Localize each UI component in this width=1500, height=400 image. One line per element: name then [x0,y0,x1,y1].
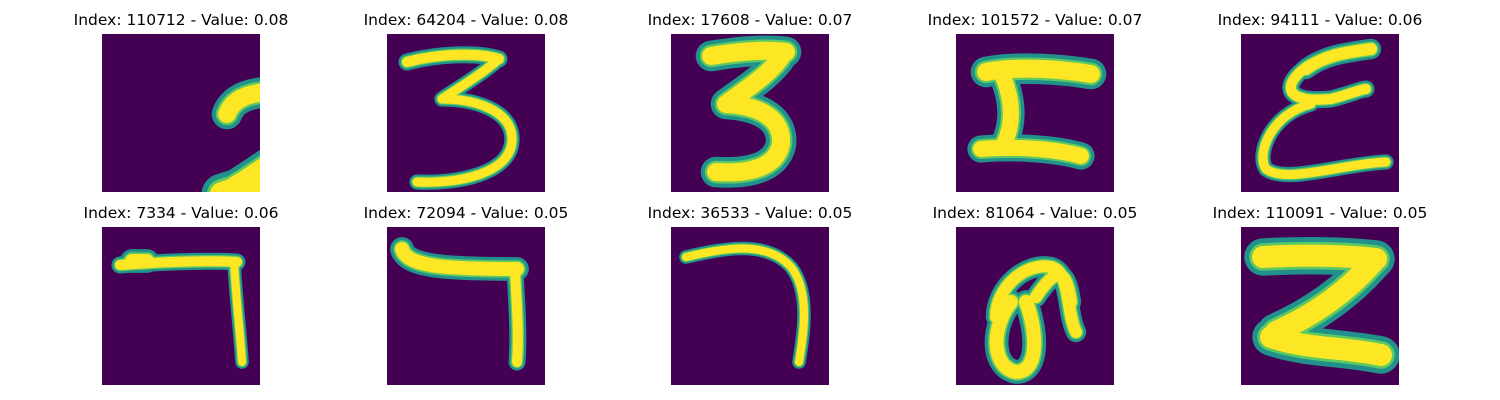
digit-stroke [990,260,1082,338]
digit-stroke [1260,326,1392,366]
digit-stroke [412,54,517,187]
digit-stroke [1285,59,1371,105]
digit-stroke-graphic [967,53,1107,170]
digit-image [671,34,829,192]
digit-stroke [682,244,808,366]
digit-stroke-graphic [1244,237,1399,374]
panel-title: Index: 17608 - Value: 0.07 [647,11,853,29]
panel-title: Index: 64204 - Value: 0.08 [363,11,569,29]
digit-stroke-graphic [111,249,249,369]
digit-stroke-graphic [679,241,811,369]
digit-stroke-graphic [390,237,529,371]
digit-image [102,227,260,385]
digit-image [1241,227,1399,385]
digit-image [956,34,1114,192]
digit-stroke [973,139,1089,164]
digit-stroke [230,258,246,366]
digit-stroke-graphic [398,46,520,190]
panel-title: Index: 110091 - Value: 0.05 [1212,204,1428,222]
digit-stroke [1252,244,1387,270]
digit-stroke [1030,269,1077,308]
digit-stroke [218,83,260,123]
digit-stroke-graphic [984,256,1087,384]
digit-stroke [1258,99,1391,180]
digit-stroke [395,242,524,276]
digit-stroke [210,171,260,192]
panel-title: Index: 110712 - Value: 0.08 [73,11,289,29]
panel-title: Index: 81064 - Value: 0.05 [932,204,1138,222]
panel-title: Index: 36533 - Value: 0.05 [647,204,853,222]
panel-title: Index: 94111 - Value: 0.06 [1217,11,1423,29]
panel-title: Index: 72094 - Value: 0.05 [363,204,569,222]
digit-stroke [993,64,1019,152]
digit-stroke [1265,251,1384,343]
digit-stroke [707,45,792,182]
digit-image [387,34,545,192]
digit-image [671,227,829,385]
digit-stroke [989,295,1042,379]
digit-stroke [402,49,504,67]
digit-stroke [510,266,523,367]
digit-stroke-graphic [201,77,260,192]
digit-image [1241,34,1399,192]
digit-image [956,227,1114,385]
digit-image [102,34,260,192]
digit-image [387,227,545,385]
panel-title: Index: 7334 - Value: 0.06 [83,204,279,222]
panel-title: Index: 101572 - Value: 0.07 [927,11,1143,29]
digit-stroke-graphic [1255,38,1394,183]
digit-stroke-graphic [695,35,802,188]
